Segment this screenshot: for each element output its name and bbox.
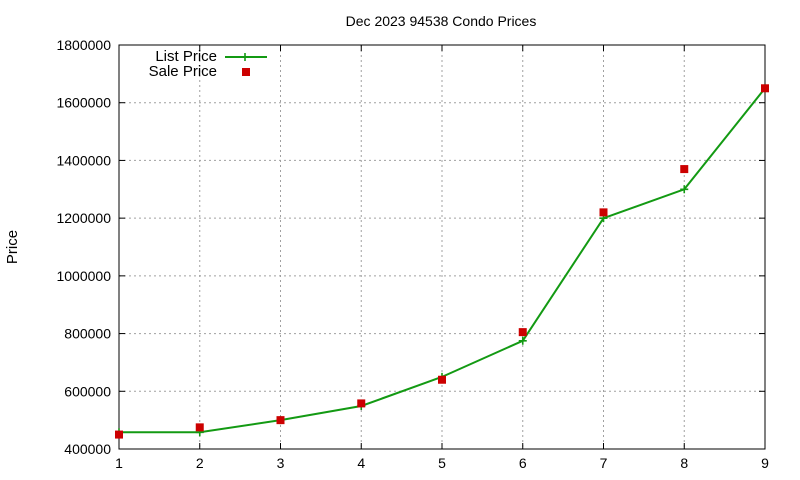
series-layer	[115, 84, 769, 439]
legend-marker-sale-price	[242, 68, 250, 76]
data-point-list-price	[518, 336, 527, 345]
data-point-sale-price	[599, 208, 608, 217]
data-point-sale-price	[680, 165, 689, 174]
data-point-sale-price	[761, 84, 769, 93]
y-tick-label: 600000	[64, 383, 111, 399]
y-tick-label: 1200000	[56, 210, 111, 226]
data-point-sale-price	[195, 423, 204, 432]
y-tick-label: 800000	[64, 326, 111, 342]
legend-label-sale-price: Sale Price	[149, 63, 217, 80]
y-tick-label: 1800000	[56, 37, 111, 53]
data-point-sale-price	[518, 328, 527, 337]
x-tick-label: 1	[115, 455, 123, 471]
x-tick-label: 3	[277, 455, 285, 471]
x-tick-label: 9	[761, 455, 769, 471]
x-tick-label: 5	[438, 455, 446, 471]
y-tick-label: 400000	[64, 441, 111, 457]
data-point-sale-price	[115, 430, 123, 439]
legend-label-list-price: List Price	[155, 48, 217, 65]
legend: List Price Sale Price	[149, 48, 267, 80]
data-point-sale-price	[357, 399, 366, 408]
data-point-sale-price	[276, 416, 285, 425]
data-point-list-price	[680, 185, 689, 194]
x-tick-label: 2	[196, 455, 204, 471]
y-tick-label: 1000000	[56, 268, 111, 284]
y-axis-label: Price	[4, 230, 21, 264]
tick-labels: 400000 600000 800000 1000000 1200000 1400000 1…	[56, 37, 769, 471]
chart-title: Dec 2023 94538 Condo Prices	[346, 13, 537, 29]
x-tick-label: 4	[357, 455, 365, 471]
y-tick-label: 1600000	[56, 95, 111, 111]
grid-lines	[119, 45, 765, 449]
axis-ticks	[118, 44, 766, 450]
x-tick-label: 6	[519, 455, 527, 471]
x-tick-label: 8	[680, 455, 688, 471]
data-point-sale-price	[438, 375, 446, 384]
legend-marker-list-price	[241, 53, 249, 61]
series-sale-price	[115, 84, 769, 439]
x-tick-label: 7	[600, 455, 608, 471]
y-tick-label: 1400000	[56, 152, 111, 168]
